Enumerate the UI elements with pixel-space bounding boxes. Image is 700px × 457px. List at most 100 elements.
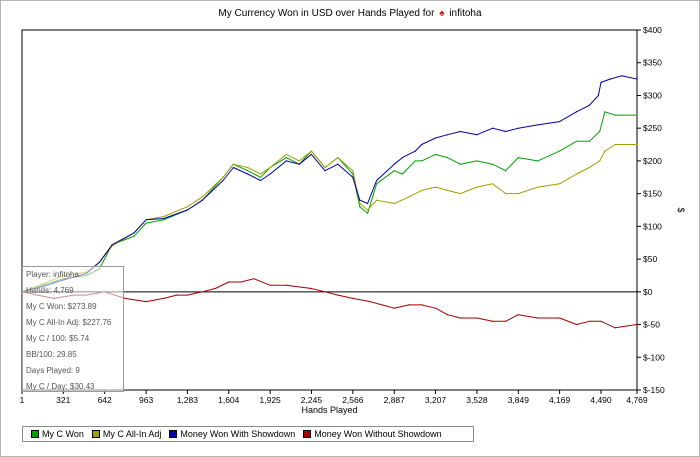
series-point: [446, 134, 449, 136]
legend-item[interactable]: Money Won With Showdown: [169, 429, 295, 439]
series-point: [376, 199, 378, 201]
chart-title: My Currency Won in USD over Hands Played…: [218, 8, 435, 19]
series-point: [324, 170, 326, 172]
series-point: [517, 314, 519, 316]
series-point: [269, 173, 271, 175]
series-point: [393, 163, 395, 165]
legend-label: Money Won With Showdown: [180, 429, 296, 439]
series-point: [352, 297, 354, 299]
series-point: [492, 163, 494, 165]
y-tick-label: $300: [643, 90, 662, 100]
legend-swatch: [303, 430, 312, 438]
legend-item[interactable]: My C All-In Adj: [91, 429, 161, 439]
series-point: [600, 320, 602, 322]
series-point: [600, 81, 602, 83]
series-point: [359, 206, 361, 208]
series-point: [133, 232, 135, 234]
series-point: [145, 222, 147, 224]
series-point: [636, 78, 638, 80]
series-point: [517, 157, 519, 159]
series-point: [459, 317, 461, 319]
series-point: [247, 166, 249, 169]
series-point: [259, 176, 262, 178]
series-point: [604, 111, 606, 113]
y-tick-label: $0: [643, 287, 653, 297]
series-point: [401, 157, 403, 159]
x-tick-label: 321: [56, 395, 70, 405]
series-point: [222, 179, 224, 182]
x-tick-label: 2,245: [301, 395, 323, 405]
series-point: [324, 291, 326, 293]
series-point: [421, 160, 423, 162]
series-point: [517, 127, 519, 129]
series-point: [614, 114, 616, 116]
series-point: [285, 157, 287, 159]
series-point: [517, 193, 519, 195]
series-point: [421, 304, 423, 306]
series-point: [163, 219, 165, 221]
tooltip-hands: Hands: 4,769: [26, 286, 74, 295]
series-point: [269, 166, 271, 169]
series-point: [636, 143, 638, 146]
series-point: [559, 183, 561, 185]
chart-legend: My C Won My C All-In Adj Money Won With Sh…: [22, 426, 474, 442]
series-point: [310, 287, 312, 290]
series-point: [228, 281, 230, 283]
legend-item[interactable]: Money Won Without Showdown: [303, 429, 442, 439]
series-point: [446, 157, 449, 159]
series-point: [367, 212, 369, 214]
series-point: [214, 287, 216, 290]
series-point: [285, 153, 287, 155]
series-point: [186, 294, 188, 296]
series-point: [446, 189, 449, 191]
legend-swatch: [31, 430, 39, 438]
series-point: [559, 317, 561, 319]
series-point: [201, 196, 203, 198]
series-point: [359, 199, 361, 201]
series-point: [176, 294, 178, 296]
x-tick-label: 3,528: [466, 395, 488, 405]
series-point: [393, 170, 395, 172]
tooltip-bb-100: BB/100: 29.85: [26, 350, 77, 359]
tooltip-per-100: My C / 100: $5.74: [26, 334, 90, 343]
y-tick-label: $200: [643, 156, 662, 166]
series-point: [98, 261, 100, 263]
series-point: [145, 301, 147, 303]
series-point: [393, 307, 395, 309]
legend-item[interactable]: My C Won: [31, 429, 84, 439]
x-tick-label: 642: [98, 395, 112, 405]
legend-swatch: [91, 430, 100, 438]
series-point: [111, 244, 113, 246]
legend-label: My C Won: [42, 429, 84, 439]
series-point: [434, 186, 437, 188]
x-tick-label: 4,490: [590, 395, 612, 405]
series-point: [459, 163, 461, 165]
series-point: [588, 166, 591, 169]
series-point: [492, 127, 494, 129]
stats-tooltip: Player: infitoha Hands: 4,769 My C Won: …: [22, 266, 124, 392]
y-tick-label: $-100: [643, 352, 665, 362]
series-point: [492, 183, 494, 185]
series-point: [614, 143, 616, 146]
series-point: [247, 173, 249, 175]
series-point: [537, 160, 539, 162]
chart-title-player: infitoha: [449, 8, 482, 19]
plot-area: [21, 29, 638, 391]
tooltip-allin-adj: My C All-In Adj: $227.76: [26, 318, 112, 327]
y-tick-label: $150: [643, 189, 662, 199]
series-point: [133, 235, 135, 237]
series-point: [604, 150, 606, 152]
series-point: [163, 297, 165, 299]
series-point: [240, 281, 242, 283]
series-point: [401, 173, 403, 175]
series-point: [537, 186, 539, 188]
tooltip-per-day: My C / Day: $30.43: [26, 382, 95, 391]
series-point: [163, 215, 165, 218]
x-tick-label: 1,925: [260, 395, 282, 405]
series-point: [599, 130, 601, 133]
series-point: [588, 104, 591, 106]
y-tick-label: $250: [643, 123, 662, 133]
series-point: [145, 219, 147, 221]
series-point: [537, 317, 539, 319]
